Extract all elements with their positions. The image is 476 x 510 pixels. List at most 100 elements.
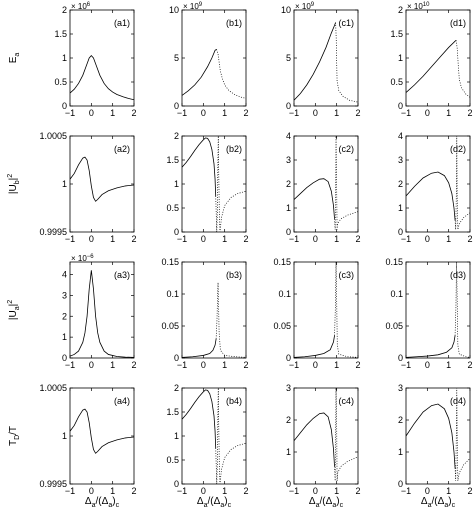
x-tick-label: 0 xyxy=(313,360,318,370)
series-dotted-line xyxy=(455,40,470,98)
x-tick-label: 0 xyxy=(425,486,430,496)
y-tick-label: 0 xyxy=(286,479,291,489)
y-tick-label: 0.9995 xyxy=(39,227,67,237)
series-solid-line xyxy=(70,156,134,202)
x-tick-label: 0 xyxy=(201,234,206,244)
y-multiplier: × 10−6 xyxy=(71,254,94,263)
series-solid-line xyxy=(406,335,456,358)
series-solid-line xyxy=(182,137,217,197)
x-tick-label: −1 xyxy=(177,108,187,118)
panel-label: (a2) xyxy=(114,144,130,154)
panel-a4: −1 0 1 2 0.9995 1 1.0005 (a4) xyxy=(39,383,136,496)
x-tick-label: −1 xyxy=(401,486,411,496)
y-tick-label: 2 xyxy=(174,383,179,393)
plot-frame xyxy=(293,387,359,485)
series-solid-line xyxy=(294,335,335,358)
y-axis-label-row-4: TD/T xyxy=(8,426,21,446)
series-dotted-line xyxy=(216,49,246,99)
series-dotted-line xyxy=(215,282,246,358)
series-solid-line xyxy=(294,178,335,219)
y-axis-label-row-3: |Ua|2 xyxy=(7,300,21,320)
panel-label: (c3) xyxy=(339,270,355,280)
y-multiplier: × 109 xyxy=(295,2,315,11)
x-tick-label: 1 xyxy=(222,486,227,496)
x-tick-label: −1 xyxy=(289,360,299,370)
y-tick-label: 0 xyxy=(398,479,403,489)
y-tick-label: 0 xyxy=(174,479,179,489)
y-tick-label: 1 xyxy=(286,203,291,213)
panel-d1: −1 0 1 200.511.52 × 1010(d1) xyxy=(390,2,472,118)
panel-b2: −1 0 1 200.511.52(b2) xyxy=(166,131,248,244)
y-tick-label: 1.5 xyxy=(166,155,179,165)
y-multiplier: × 106 xyxy=(71,2,91,11)
x-axis-label-col-4: Δa/(Δa)c xyxy=(421,496,456,509)
x-tick-label: 0 xyxy=(89,486,94,496)
y-tick-label: 1 xyxy=(174,179,179,189)
panel-label: (d1) xyxy=(450,18,466,28)
y-tick-label: 0.15 xyxy=(161,257,179,267)
y-tick-label: 1 xyxy=(398,53,403,63)
y-tick-label: 0 xyxy=(398,353,403,363)
y-tick-label: 0 xyxy=(286,101,291,111)
x-tick-label: 1 xyxy=(222,108,227,118)
y-tick-label: 0 xyxy=(174,227,179,237)
y-tick-label: 2 xyxy=(398,5,403,15)
x-tick-label: 1 xyxy=(110,486,115,496)
y-tick-label: 1 xyxy=(174,431,179,441)
x-tick-label: −1 xyxy=(289,234,299,244)
series-solid-line xyxy=(294,412,335,467)
y-tick-label: 1 xyxy=(62,53,67,63)
x-tick-label: 1 xyxy=(222,360,227,370)
y-tick-label: 3 xyxy=(286,155,291,165)
panel-a2: −1 0 1 2 0.9995 1 1.0005 (a2) xyxy=(39,131,136,244)
series-dotted-line xyxy=(454,388,470,481)
x-tick-label: 1 xyxy=(110,360,115,370)
x-tick-label: 0 xyxy=(201,486,206,496)
series-solid-line xyxy=(182,49,217,96)
y-tick-label: 4 xyxy=(62,270,67,280)
y-tick-label: 0 xyxy=(62,353,67,363)
y-tick-label: 0.5 xyxy=(166,203,179,213)
panel-label: (b2) xyxy=(226,144,242,154)
y-tick-label: 1 xyxy=(62,179,67,189)
y-tick-label: 0.05 xyxy=(385,321,403,331)
y-tick-label: 1 xyxy=(398,447,403,457)
y-tick-label: 2 xyxy=(398,179,403,189)
x-tick-label: 2 xyxy=(467,360,472,370)
x-tick-label: −1 xyxy=(401,234,411,244)
y-tick-label: 0.5 xyxy=(166,455,179,465)
plot-frame xyxy=(293,261,359,359)
x-tick-label: −1 xyxy=(289,108,299,118)
y-tick-label: 0.1 xyxy=(390,289,403,299)
y-tick-label: 1 xyxy=(62,332,67,342)
y-tick-label: 3 xyxy=(398,383,403,393)
y-tick-label: 1.5 xyxy=(166,407,179,417)
x-tick-label: 1 xyxy=(110,108,115,118)
y-tick-label: 2 xyxy=(174,131,179,141)
panel-label: (c1) xyxy=(339,18,355,28)
x-tick-label: −1 xyxy=(65,486,75,496)
x-tick-label: 0 xyxy=(425,360,430,370)
y-tick-label: 0 xyxy=(174,353,179,363)
panel-b3: −1 0 1 200.050.10.15(b3) xyxy=(161,257,248,370)
panel-a1: −1 0 1 200.511.52 × 106(a1) xyxy=(54,2,136,118)
x-tick-label: 1 xyxy=(110,234,115,244)
panel-b4: −1 0 1 200.511.52(b4) xyxy=(166,383,248,496)
y-tick-label: 1 xyxy=(286,447,291,457)
x-tick-label: −1 xyxy=(177,360,187,370)
y-tick-label: 0.05 xyxy=(161,321,179,331)
series-dotted-line xyxy=(215,388,246,484)
series-dotted-line xyxy=(335,22,358,103)
series-solid-line xyxy=(70,270,134,358)
x-tick-label: 0 xyxy=(425,234,430,244)
x-tick-label: 1 xyxy=(446,234,451,244)
y-tick-label: 1.5 xyxy=(54,29,67,39)
x-tick-label: 2 xyxy=(467,108,472,118)
series-solid-line xyxy=(406,39,457,93)
y-tick-label: 4 xyxy=(398,131,403,141)
panel-d3: −1 0 1 200.050.10.15(d3) xyxy=(385,257,472,370)
y-tick-label: 1.0005 xyxy=(39,131,67,141)
